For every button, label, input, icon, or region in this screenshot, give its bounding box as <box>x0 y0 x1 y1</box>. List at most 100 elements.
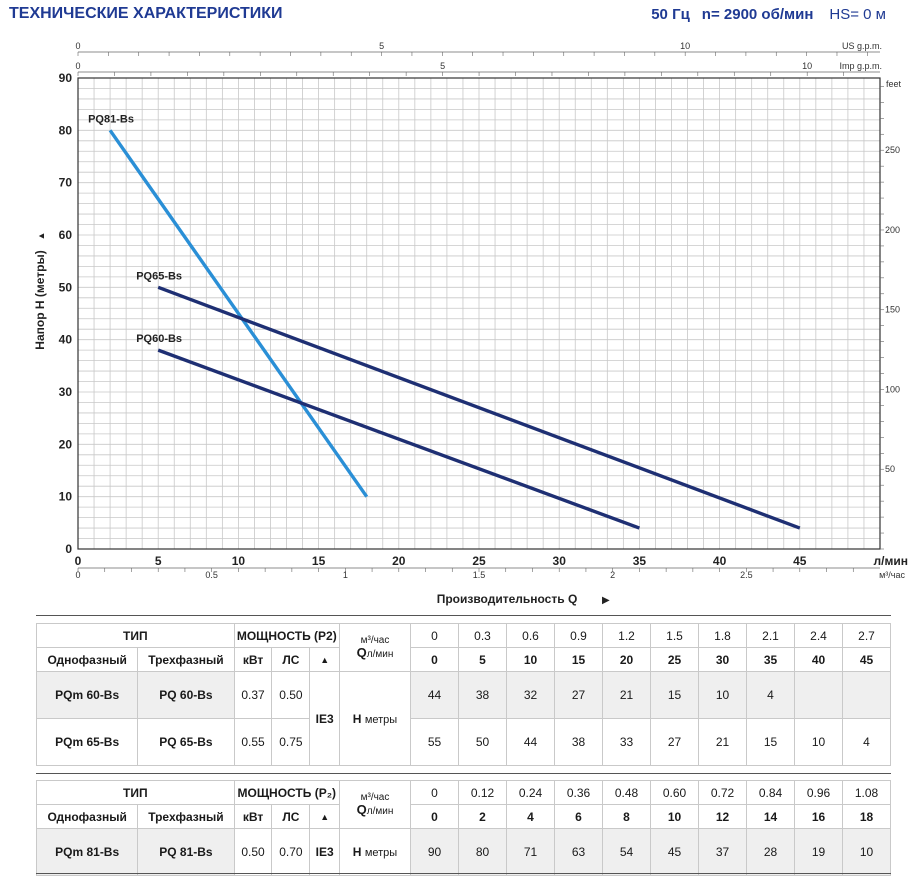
m3h-tick-label: 1.5 <box>473 570 486 580</box>
three-phase-model: PQ 60-Bs <box>137 671 235 719</box>
m3h-unit-label: м³/час <box>360 791 390 803</box>
x-unit-label: л/мин <box>874 554 908 568</box>
hs-label: HS= 0 м <box>829 6 886 23</box>
head-value: 10 <box>842 828 891 876</box>
m3-cell: 1.08 <box>842 780 891 805</box>
series-line <box>157 285 801 530</box>
x-tick-label: 30 <box>553 554 567 568</box>
lmin-cell: 0 <box>410 647 459 672</box>
x-tick-label: 5 <box>155 554 162 568</box>
lmin-cell: 18 <box>842 804 891 829</box>
y-tick-label: 0 <box>65 542 72 556</box>
head-value: 55 <box>410 718 459 766</box>
m3-cell: 0.96 <box>794 780 843 805</box>
hp-header: ЛС <box>271 647 311 672</box>
power-header: МОЩНОСТЬ (P2) <box>233 623 341 648</box>
m3h-tick-label: 2 <box>610 570 615 580</box>
x-axis-title: Производительность Q <box>437 592 578 606</box>
three-phase-model: PQ 81-Bs <box>137 828 235 876</box>
head-value: 54 <box>602 828 651 876</box>
power-header: МОЩНОСТЬ (P₂) <box>233 780 341 805</box>
m3-cell: 0.36 <box>554 780 603 805</box>
x-tick-label: 20 <box>392 554 406 568</box>
hp-header: ЛС <box>271 804 311 829</box>
unit-header: м³/час Qл/мин <box>339 623 411 672</box>
three-phase-header: Трехфазный <box>137 804 235 829</box>
m3-cell: 0.6 <box>506 623 555 648</box>
feet-tick-label: 200 <box>885 225 900 235</box>
head-value: 71 <box>506 828 555 876</box>
single-phase-model: PQm 65-Bs <box>35 718 139 766</box>
table-separator-bottom <box>36 873 891 874</box>
table-separator-middle <box>36 773 891 774</box>
lmin-cell: 16 <box>794 804 843 829</box>
head-value: 27 <box>554 671 603 719</box>
spec-table-2: ТИП МОЩНОСТЬ (P₂) м³/час Qл/мин 0 0.12 0… <box>35 780 891 876</box>
x-tick-label: 40 <box>713 554 727 568</box>
y-tick-label: 70 <box>59 176 73 190</box>
lmin-cell: 0 <box>410 804 459 829</box>
y-tick-label: 90 <box>59 71 73 85</box>
m3h-tick-label: 0 <box>75 570 80 580</box>
m3-cell: 1.5 <box>650 623 699 648</box>
kw-header: кВт <box>233 804 273 829</box>
head-value <box>842 671 891 719</box>
type-header: ТИП <box>36 780 235 805</box>
spec-table-1: ТИП МОЩНОСТЬ (P2) м³/час Qл/мин 0 0.3 0.… <box>35 623 891 766</box>
lmin-cell: 15 <box>554 647 603 672</box>
y-axis-arrow-icon: ▲ <box>36 232 46 241</box>
lmin-unit-label: л/мин <box>366 648 394 660</box>
feet-tick-label: 250 <box>885 145 900 155</box>
head-value: 38 <box>554 718 603 766</box>
lmin-unit-label: л/мин <box>366 805 394 817</box>
y-tick-label: 50 <box>59 280 73 294</box>
chart-grid <box>77 77 881 550</box>
head-value: 4 <box>746 671 795 719</box>
head-value: 15 <box>650 671 699 719</box>
head-value: 50 <box>458 718 507 766</box>
series-line <box>157 348 640 530</box>
imp-gpm-tick-label: 5 <box>440 61 445 71</box>
head-value: 4 <box>842 718 891 766</box>
m3-cell: 1.2 <box>602 623 651 648</box>
series-label: PQ60-Bs <box>136 333 182 345</box>
lmin-cell: 45 <box>842 647 891 672</box>
three-phase-header: Трехфазный <box>137 647 235 672</box>
m3-cell: 0 <box>410 623 459 648</box>
h-label: H <box>352 711 362 726</box>
kw-value: 0.37 <box>233 671 273 719</box>
ie-class-icon: ▲ <box>309 804 340 829</box>
speed-label: n= 2900 об/мин <box>701 6 814 23</box>
lmin-cell: 8 <box>602 804 651 829</box>
table-row: PQm 60-Bs PQ 60-Bs 0.37 0.50 IE3 H метры… <box>35 671 891 766</box>
m3-cell: 2.7 <box>842 623 891 648</box>
head-value: 44 <box>506 718 555 766</box>
lmin-cell: 20 <box>602 647 651 672</box>
head-value: 45 <box>650 828 699 876</box>
lmin-cell: 40 <box>794 647 843 672</box>
series-label: PQ65-Bs <box>136 270 182 282</box>
m3-cell: 0.72 <box>698 780 747 805</box>
head-value: 80 <box>458 828 507 876</box>
head-value: 32 <box>506 671 555 719</box>
x-tick-label: 35 <box>633 554 647 568</box>
kw-header: кВт <box>233 647 273 672</box>
y-tick-label: 80 <box>59 123 73 137</box>
hp-value: 0.70 <box>271 828 311 876</box>
q-label: Q <box>356 644 367 660</box>
kw-value: 0.55 <box>233 718 273 766</box>
unit-header: м³/час Qл/мин <box>339 780 411 829</box>
single-phase-model: PQm 60-Bs <box>35 671 139 719</box>
head-value: 10 <box>698 671 747 719</box>
table-separator-top <box>36 615 891 616</box>
hp-value: 0.50 <box>271 671 311 719</box>
us-gpm-tick-label: 10 <box>680 41 690 51</box>
feet-unit-label: feet <box>886 79 902 89</box>
m3h-unit-label: м³/час <box>360 634 390 646</box>
lmin-cell: 5 <box>458 647 507 672</box>
table-row: PQm 65-Bs PQ 65-Bs 0.55 0.75 55 50 44 38… <box>35 718 891 766</box>
m3h-tick-label: 2.5 <box>740 570 753 580</box>
y-tick-label: 60 <box>59 228 73 242</box>
head-value: 37 <box>698 828 747 876</box>
lmin-cell: 10 <box>650 804 699 829</box>
